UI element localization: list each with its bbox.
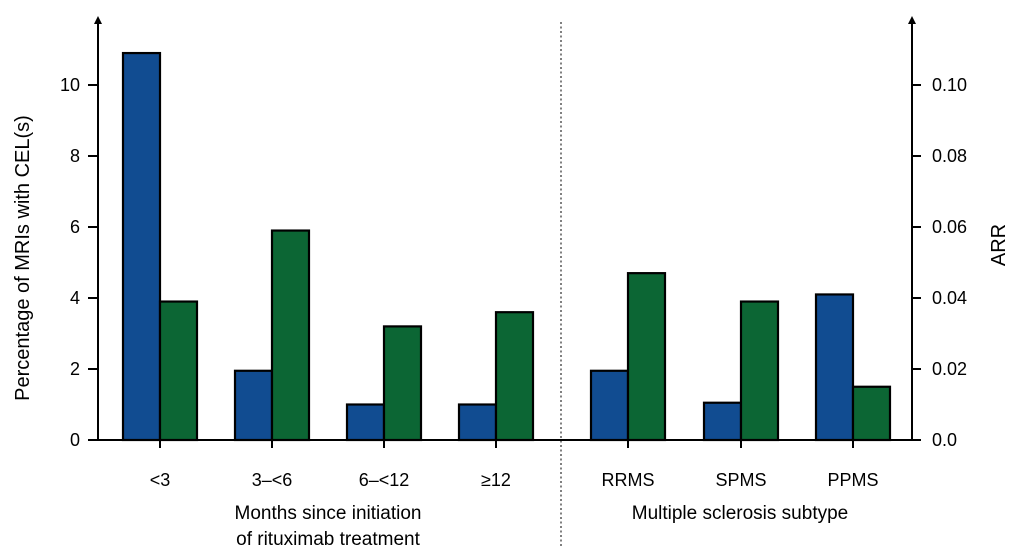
bar-mri-cel-0-2 <box>345 403 386 442</box>
group-label: Multiple sclerosis subtype <box>632 503 848 524</box>
bar-arr-0-3 <box>494 311 535 442</box>
left-tick-label: 2 <box>70 359 80 379</box>
left-axis-arrowhead <box>94 16 102 24</box>
bars-layer <box>121 51 892 442</box>
bar-arr-0-1 <box>270 229 311 442</box>
category-label: PPMS <box>827 470 878 490</box>
group-label: of rituximab treatment <box>236 529 420 548</box>
bar-mri-cel-0-1 <box>233 369 274 442</box>
bar-arr-0-2 <box>382 325 423 442</box>
category-label: SPMS <box>715 470 766 490</box>
left-tick-label: 6 <box>70 217 80 237</box>
bar-mri-cel-1-2 <box>814 293 855 442</box>
bar-arr-1-0 <box>626 272 667 442</box>
bar-mri-cel-0-0 <box>121 51 162 442</box>
category-label: ≥12 <box>481 470 511 490</box>
category-label: 3–<6 <box>252 470 293 490</box>
right-tick-label: 0.08 <box>932 146 967 166</box>
right-axis-arrowhead <box>908 16 916 24</box>
right-tick-label: 0.04 <box>932 288 967 308</box>
axes-layer <box>88 16 921 548</box>
left-tick-label: 4 <box>70 288 80 308</box>
bar-arr-1-1 <box>739 300 780 442</box>
bar-arr-0-0 <box>158 300 199 442</box>
bar-mri-cel-1-1 <box>702 401 743 442</box>
right-tick-label: 0.02 <box>932 359 967 379</box>
labels-layer: <3 3–<6 6–<12 ≥12 RRMS SPMS PPMS Months since i… <box>12 75 1010 548</box>
category-label: RRMS <box>602 470 655 490</box>
left-tick-label: 8 <box>70 146 80 166</box>
bar-arr-1-2 <box>851 385 892 442</box>
category-label: 6–<12 <box>359 470 410 490</box>
left-tick-label: 10 <box>60 75 80 95</box>
right-tick-label: 0.10 <box>932 75 967 95</box>
right-tick-label: 0.0 <box>932 430 957 450</box>
bar-mri-cel-0-3 <box>457 403 498 442</box>
right-axis-title: ARR <box>988 224 1010 266</box>
bar-mri-cel-1-0 <box>589 369 630 442</box>
right-tick-label: 0.06 <box>932 217 967 237</box>
left-tick-label: 0 <box>70 430 80 450</box>
group-label: Months since initiation <box>235 503 422 524</box>
left-axis-title: Percentage of MRIs with CEL(s) <box>12 115 34 401</box>
category-label: <3 <box>150 470 171 490</box>
